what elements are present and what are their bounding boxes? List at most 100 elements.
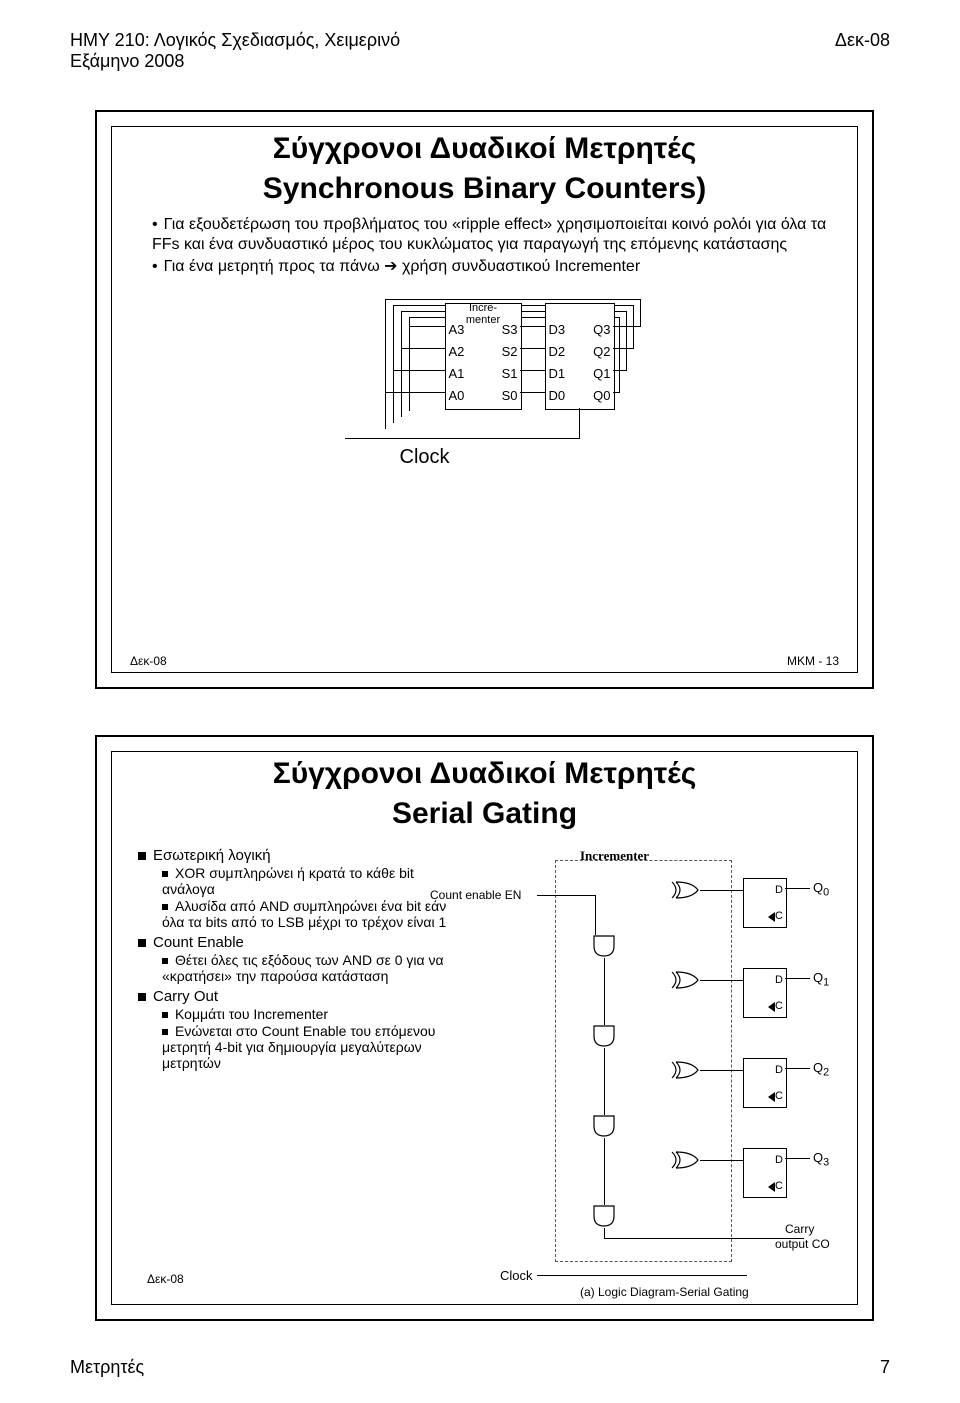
line <box>604 1228 605 1238</box>
bullet-icon <box>162 904 168 910</box>
line <box>633 305 634 349</box>
pin-q0: Q0 <box>593 388 610 403</box>
pin-a2: A2 <box>449 344 465 359</box>
bullet-icon <box>162 1012 168 1018</box>
clock-label: Clock <box>400 446 450 469</box>
q2-label: Q2 <box>813 1060 829 1079</box>
line <box>595 895 596 935</box>
l2d: Κομμάτι του Incrementer <box>162 1006 468 1022</box>
line <box>537 1275 747 1276</box>
and-gate-icon <box>590 1202 618 1230</box>
slide1-title2: Synchronous Binary Counters) <box>112 171 857 207</box>
diagram2-dashed-box <box>555 860 732 1262</box>
line <box>520 348 545 349</box>
line <box>579 408 580 438</box>
line <box>409 326 445 327</box>
clock-edge-icon <box>768 1092 775 1102</box>
line <box>520 326 545 327</box>
slide1-bullets: •Για εξουδετέρωση του προβλήματος του «r… <box>152 215 829 277</box>
page-header-right: Δεκ-08 <box>835 30 890 51</box>
pin-d1: D1 <box>549 366 566 381</box>
slide-1-inner: Σύγχρονοι Δυαδικοί Μετρητές Synchronous … <box>111 126 858 673</box>
and-gate-icon <box>590 932 618 960</box>
bullet-icon <box>162 958 168 964</box>
bullet-icon <box>138 939 146 947</box>
slide2-footer-left: Δεκ-08 <box>147 1272 184 1286</box>
line <box>393 370 445 371</box>
course-line1: ΗΜΥ 210: Λογικός Σχεδιασμός, Χειμερινό <box>70 30 400 51</box>
xor-gate-icon <box>670 970 700 990</box>
ff-box: D3 D2 D1 D0 Q3 Q2 Q1 Q0 <box>545 303 615 410</box>
l2e: Ενώνεται στο Count Enable του επόμενου μ… <box>162 1023 468 1071</box>
line <box>604 1138 605 1205</box>
clock-edge-icon <box>768 912 775 922</box>
slide1-footer-right: MKM - 13 <box>787 654 839 668</box>
line <box>604 1048 605 1115</box>
line <box>345 438 580 439</box>
line <box>537 895 595 896</box>
and-gate-icon <box>590 1112 618 1140</box>
line <box>520 392 545 393</box>
footer-right: 7 <box>880 1357 890 1378</box>
line <box>613 348 633 349</box>
line <box>785 888 810 889</box>
slide-2-inner: Σύγχρονοι Δυαδικοί Μετρητές Serial Gatin… <box>111 751 858 1305</box>
dff-3: DC <box>743 1148 787 1198</box>
diagram2-caption: (a) Logic Diagram-Serial Gating <box>580 1285 749 1299</box>
slide2-title1: Σύγχρονοι Δυαδικοί Μετρητές <box>112 756 857 792</box>
pin-a3: A3 <box>449 322 465 337</box>
line <box>700 980 743 981</box>
l2b: Αλυσίδα από AND συμπληρώνει ένα bit εάν … <box>162 898 468 930</box>
l2c: Θέτει όλες τις εξόδους των AND σε 0 για … <box>162 952 468 984</box>
q3-label: Q3 <box>813 1150 829 1169</box>
carry-label2: output CO <box>775 1237 830 1251</box>
xor-gate-icon <box>670 880 700 900</box>
bullet-icon <box>162 1029 168 1035</box>
q0-label: Q0 <box>813 880 829 899</box>
bullet-icon <box>162 871 168 877</box>
line <box>640 299 641 327</box>
slide2-title2: Serial Gating <box>112 796 857 832</box>
pin-d3: D3 <box>549 322 566 337</box>
carry-label1: Carry <box>785 1222 814 1236</box>
xor-gate-icon <box>670 1060 700 1080</box>
line <box>626 311 627 371</box>
pin-s0: S0 <box>502 388 518 403</box>
dff-1: DC <box>743 968 787 1018</box>
line <box>619 317 620 393</box>
line <box>785 1158 810 1159</box>
pin-a0: A0 <box>449 388 465 403</box>
clock-edge-icon <box>768 1002 775 1012</box>
slide-2: Σύγχρονοι Δυαδικοί Μετρητές Serial Gatin… <box>95 735 874 1321</box>
line <box>700 1070 743 1071</box>
bullet-2: •Για ένα μετρητή προς τα πάνω ➔ χρήση συ… <box>152 257 829 277</box>
slide2-diagram: Incrementer Count enable EN Clock DC DC … <box>475 850 835 1300</box>
slide1-title1: Σύγχρονοι Δυαδικοί Μετρητές <box>112 131 857 167</box>
footer-left: Μετρητές <box>70 1357 144 1377</box>
slide2-leftcol: Εσωτερική λογική XOR συμπληρώνει ή κρατά… <box>138 847 468 1072</box>
page-footer: Μετρητές 7 <box>70 1357 890 1378</box>
line <box>385 392 445 393</box>
l1a: Εσωτερική λογική <box>138 847 468 864</box>
line <box>604 958 605 1025</box>
page: ΗΜΥ 210: Λογικός Σχεδιασμός, Χειμερινό Ε… <box>0 0 960 1403</box>
line <box>700 1160 743 1161</box>
pin-a1: A1 <box>449 366 465 381</box>
slide-1: Σύγχρονοι Δυαδικοί Μετρητές Synchronous … <box>95 110 874 689</box>
l2a: XOR συμπληρώνει ή κρατά το κάθε bit ανάλ… <box>162 865 468 897</box>
incr-label1: Incre- <box>446 302 521 314</box>
bullet-icon <box>138 852 146 860</box>
incrementer-box: Incre- menter A3 A2 A1 A0 S3 S2 S1 S0 <box>445 303 522 410</box>
line <box>604 1238 804 1239</box>
pin-s3: S3 <box>502 322 518 337</box>
line <box>401 311 402 417</box>
course-line2: Εξάμηνο 2008 <box>70 51 400 72</box>
line <box>785 978 810 979</box>
clock-edge-icon <box>768 1182 775 1192</box>
line <box>700 890 743 891</box>
line <box>401 348 445 349</box>
slide1-footer-left: Δεκ-08 <box>130 654 167 668</box>
line <box>385 299 386 429</box>
dff-0: DC <box>743 878 787 928</box>
and-gate-icon <box>590 1022 618 1050</box>
